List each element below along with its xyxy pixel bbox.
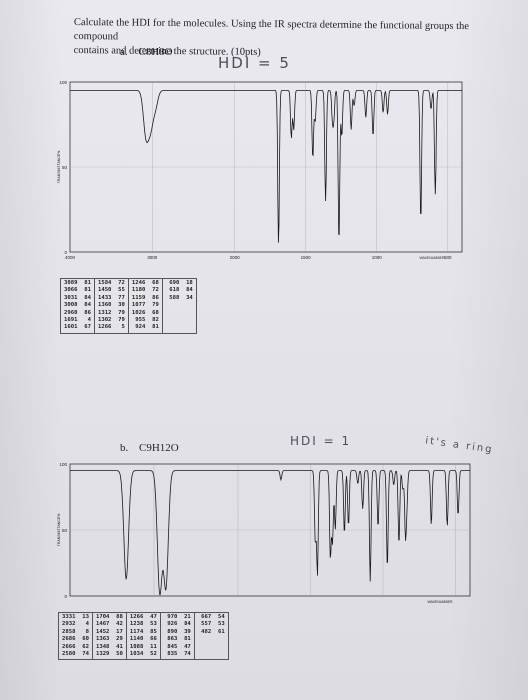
peak-table-a: 3089 81 3066 81 3031 84 3008 84 2960 86 1691 … [60,278,197,334]
peak-table-column: 690 18 618 84 588 34 [161,278,197,334]
peak-table-cell: 3066 81 [64,287,91,294]
peak-table-cell: 1312 79 [97,309,125,316]
part-b-formula: b. C9H12O [120,442,179,454]
peak-table-cell: 1174 85 [129,628,157,635]
y-tick-label: 0 [64,250,67,255]
peak-table-cell: 482 61 [197,628,225,635]
y-axis-label: TRANSMITTANCE% [57,151,61,184]
x-tick-label: 1500 [301,255,312,260]
peak-table-cell: 863 81 [163,636,191,643]
part-b-formula-text: C9H12O [139,442,179,454]
peak-table-cell: 1246 68 [131,280,159,286]
y-tick-label: 0 [64,594,67,599]
x-tick-label: 2000 [230,255,241,260]
peak-table-cell: 3089 81 [64,280,91,286]
x-tick-label: 1000 [372,255,383,260]
peak-table-cell: 1691 4 [64,317,91,324]
peak-table-cell: 924 81 [131,324,159,331]
peak-table-cell: 557 53 [197,621,225,628]
peak-table-column: 1246 68 1180 72 1159 86 1077 79 1026 68 955 … [127,278,163,334]
peak-table-cell: 1329 50 [95,651,123,658]
peak-table-cell: 2686 60 [62,636,89,643]
peak-table-column: 970 21 926 84 890 39 863 81 845 47 835 7… [159,611,195,661]
peak-table-cell: 2932 4 [62,621,89,628]
part-a-formula: a. C8H8O [120,46,173,58]
y-tick-label: 100 [59,462,67,467]
peak-table-cell: 926 84 [163,621,191,628]
x-tick-label: 500 [444,255,452,260]
peak-table-cell: 1140 66 [129,636,157,643]
part-b-handwritten-hdi: HDI = 1 [290,434,352,448]
peak-table-column: 1584 72 1450 55 1433 77 1360 30 1312 79 1302 … [93,278,129,334]
x-tick-label: 4000 [65,255,76,260]
peak-table-cell: 1266 47 [129,614,157,620]
spectrum-trace [70,470,470,596]
peak-table-cell: 667 54 [197,614,225,620]
y-tick-label: 100 [59,80,67,85]
x-axis-label: WAVENUMBER [419,256,445,260]
y-tick-label: 50 [62,528,68,533]
peak-table-cell: 1452 17 [95,628,123,635]
part-b-handwritten-note: it's a ring [424,435,495,456]
peak-table-cell: 1360 30 [97,302,125,309]
peak-table-cell: 1584 72 [97,280,125,286]
peak-table-cell: 1302 79 [97,317,125,324]
peak-table-cell: 1467 42 [95,621,123,628]
peak-table-cell: 2858 8 [62,628,89,635]
y-axis-label: TRANSMITTANCE% [57,514,61,547]
peak-table-cell: 618 84 [165,287,193,294]
part-a-label: a. [120,46,128,58]
peak-table-cell: 1238 53 [129,621,157,628]
peak-table-column: 1266 47 1238 53 1174 85 1140 66 1088 11 1034 … [125,611,161,661]
x-tick-label: 3000 [147,255,158,260]
peak-table-cell: 2960 86 [64,309,91,316]
peak-table-cell: 955 82 [131,317,159,324]
peak-table-b: 3331 13 2932 4 2858 8 2686 60 2666 62 2580 74… [58,611,229,661]
peak-table-cell: 1433 77 [97,294,125,301]
spectrum-trace [70,90,462,243]
peak-table-cell: 1266 5 [97,324,125,331]
peak-table-cell: 3008 84 [64,302,91,309]
peak-table-cell: 3031 84 [64,294,91,301]
part-a-formula-text: C8H8O [138,46,173,58]
part-b-label: b. [120,442,129,454]
x-axis-label: WAVENUMBER [427,600,453,604]
peak-table-column: 667 54 557 53 482 61 [193,611,229,661]
peak-table-cell: 1026 68 [131,309,159,316]
peak-table-column: 1704 88 1467 42 1452 17 1363 29 1348 41 1329 … [91,611,127,661]
peak-table-column: 3331 13 2932 4 2858 8 2686 60 2666 62 2580 74 [58,611,93,661]
peak-table-cell: 1363 29 [95,636,123,643]
peak-table-cell: 1180 72 [131,287,159,294]
peak-table-cell: 588 34 [165,294,193,301]
peak-table-column: 3089 81 3066 81 3031 84 3008 84 2960 86 1691 … [60,278,95,334]
peak-table-cell: 2580 74 [62,651,89,658]
peak-table-cell: 1077 79 [131,302,159,309]
peak-table-cell: 690 18 [165,280,193,286]
ir-spectrum-b: 100 50 0 TRANSMITTANCE% WAVENUMBER [57,462,471,604]
peak-table-cell: 845 47 [163,643,191,650]
y-tick-label: 50 [62,165,68,170]
peak-table-cell: 1159 86 [131,294,159,301]
peak-table-cell: 970 21 [163,614,191,620]
peak-table-cell: 2666 62 [62,643,89,650]
peak-table-cell: 3331 13 [62,614,89,620]
peak-table-cell: 1034 52 [129,651,157,658]
peak-table-cell: 890 39 [163,628,191,635]
peak-table-cell: 1601 67 [64,324,91,331]
peak-table-cell: 1348 41 [95,643,123,650]
peak-table-cell: 835 74 [163,651,191,658]
peak-table-cell: 1088 11 [129,643,157,650]
peak-table-cell: 1704 88 [95,614,123,620]
part-a-handwritten-hdi: HDI = 5 [218,54,291,72]
peak-table-cell: 1450 55 [97,287,125,294]
